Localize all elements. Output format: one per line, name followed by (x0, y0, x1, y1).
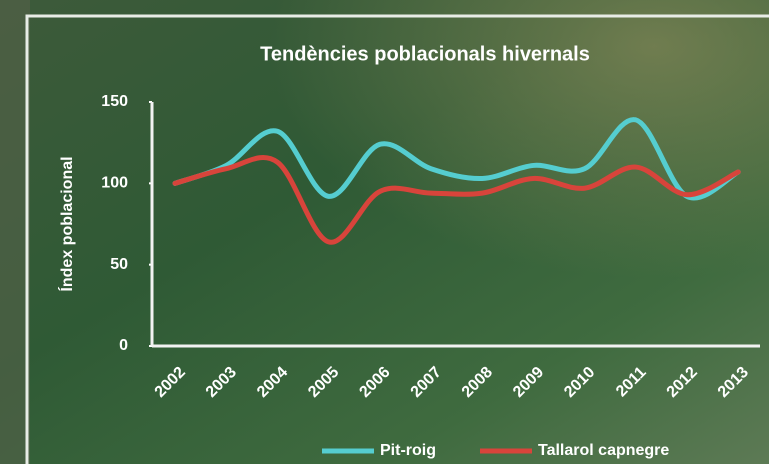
line (172, 117, 741, 201)
y-tick-label: 50 (110, 256, 128, 273)
chart-frame (25, 14, 769, 464)
line (172, 155, 741, 245)
legend-label: Tallarol capnegre (538, 442, 669, 459)
background-edge (0, 0, 30, 464)
chart-title: Tendències poblacionals hivernals (260, 43, 590, 65)
y-axis-label: Índex poblacional (57, 156, 76, 291)
legend-label: Pit-roig (380, 442, 436, 459)
y-tick-label: 100 (101, 175, 128, 192)
y-tick-label: 150 (101, 93, 128, 110)
y-tick-label: 0 (119, 337, 128, 354)
